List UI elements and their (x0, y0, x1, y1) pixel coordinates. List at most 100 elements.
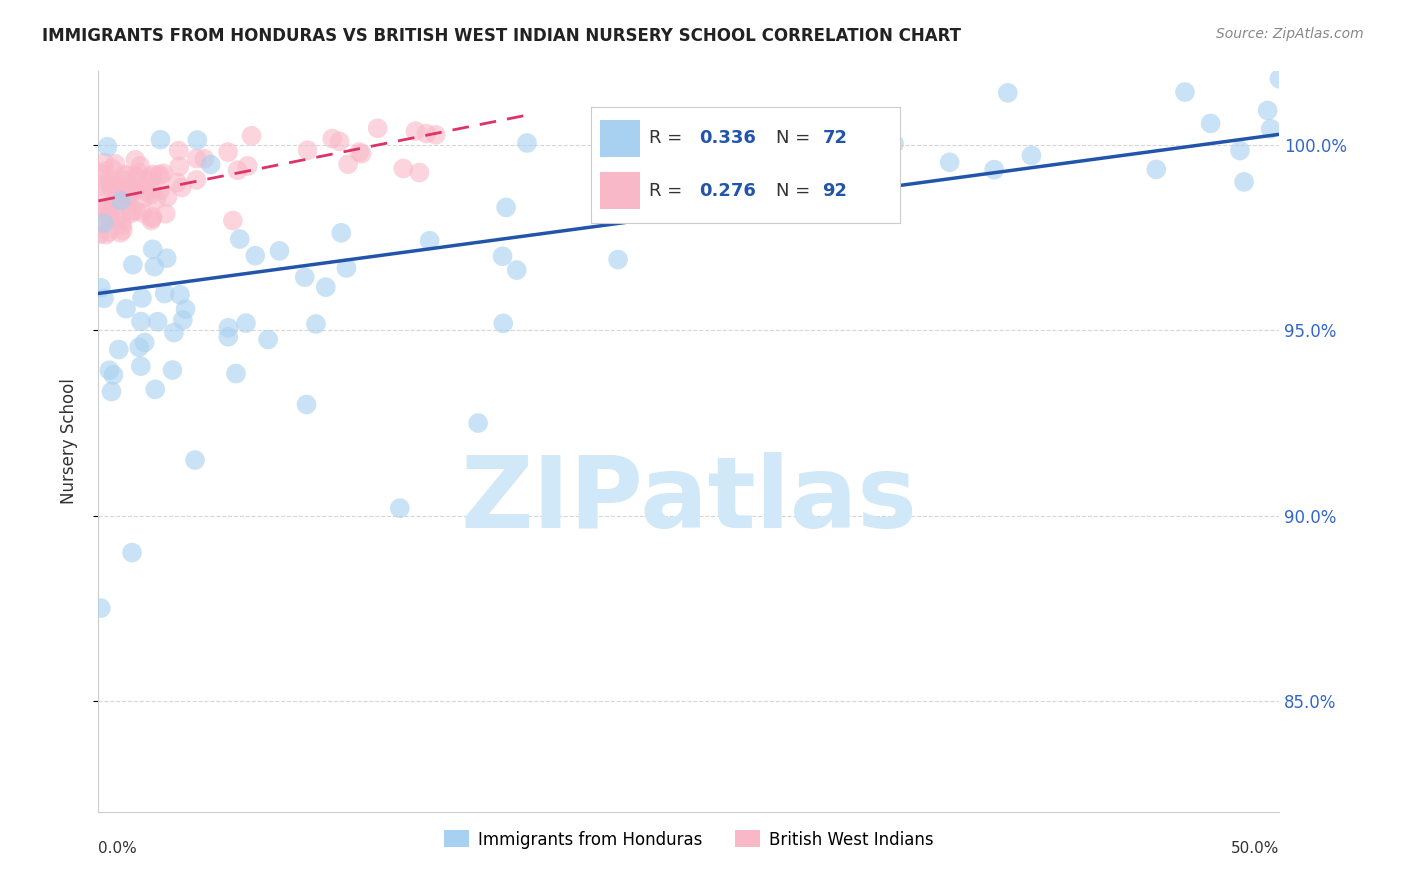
Point (1257, 103, 1279, 118)
Point (226, 163, 249, 178)
Point (235, 316, 257, 330)
Point (155, 207, 177, 221)
Point (172, 313, 194, 327)
Point (134, 184, 156, 198)
Point (118, 190, 141, 204)
Point (139, 169, 162, 184)
Point (112, 168, 135, 182)
Point (104, 157, 127, 171)
Point (124, 153, 146, 167)
Point (98, 205, 121, 219)
Point (112, 186, 135, 201)
Point (217, 330, 239, 344)
Text: R =: R = (650, 182, 689, 200)
Point (257, 333, 280, 347)
Point (738, 197, 761, 211)
Point (127, 170, 149, 185)
Point (89, 227, 111, 242)
Point (148, 168, 170, 182)
Point (112, 182, 135, 196)
Point (408, 165, 430, 179)
Text: 0.0%: 0.0% (98, 841, 138, 856)
Point (110, 226, 132, 240)
Point (101, 178, 124, 193)
Point (467, 416, 489, 430)
Point (938, 155, 960, 169)
Point (90, 281, 112, 295)
Point (174, 302, 197, 317)
Point (141, 183, 163, 197)
Point (1260, 121, 1282, 136)
Point (166, 176, 188, 190)
Point (225, 367, 247, 381)
Point (883, 136, 905, 151)
Text: N =: N = (776, 129, 815, 147)
Point (350, 146, 373, 161)
Point (91, 212, 114, 227)
Point (98, 225, 121, 239)
Point (110, 194, 132, 208)
Point (1233, 175, 1256, 189)
Point (186, 173, 208, 187)
Point (105, 211, 128, 225)
Point (167, 144, 190, 158)
Point (491, 249, 513, 263)
Point (222, 213, 245, 227)
Point (1199, 116, 1222, 130)
Point (105, 193, 128, 207)
Point (170, 180, 193, 194)
Point (149, 133, 172, 147)
Point (107, 184, 129, 198)
Point (492, 317, 515, 331)
Text: 0.276: 0.276 (699, 182, 755, 200)
Point (89, 186, 111, 200)
Point (305, 317, 328, 331)
Y-axis label: Nursery School: Nursery School (59, 378, 77, 505)
Text: R =: R = (650, 129, 689, 147)
Point (122, 181, 145, 195)
Point (297, 143, 319, 157)
Point (93, 292, 115, 306)
Point (152, 166, 174, 180)
Point (156, 251, 179, 265)
Point (149, 184, 172, 198)
Point (832, 147, 855, 161)
Text: N =: N = (776, 182, 815, 200)
Point (93, 155, 115, 169)
Point (156, 190, 179, 204)
Point (997, 86, 1019, 100)
Point (347, 145, 370, 159)
Point (96, 139, 118, 153)
Point (1268, 71, 1291, 86)
Point (184, 453, 207, 467)
Point (142, 210, 165, 224)
Point (295, 398, 318, 412)
Point (143, 382, 166, 396)
Point (98, 171, 121, 186)
Point (330, 226, 353, 240)
Point (162, 363, 184, 377)
Point (101, 161, 124, 176)
Point (367, 121, 389, 136)
Point (200, 157, 222, 171)
Point (506, 263, 529, 277)
Point (89, 201, 111, 215)
Point (121, 546, 143, 560)
Point (153, 286, 176, 301)
Legend: Immigrants from Honduras, British West Indians: Immigrants from Honduras, British West I… (437, 823, 941, 855)
Point (111, 223, 134, 237)
Text: 92: 92 (823, 182, 848, 200)
Bar (600, 120, 640, 157)
Text: 0.336: 0.336 (699, 129, 755, 147)
Point (294, 270, 316, 285)
Point (1021, 148, 1043, 162)
Point (122, 184, 145, 198)
Point (128, 166, 150, 180)
Point (120, 183, 142, 197)
Point (315, 280, 337, 294)
Text: Source: ZipAtlas.com: Source: ZipAtlas.com (1216, 27, 1364, 41)
Point (93, 216, 115, 230)
Point (136, 174, 159, 188)
Point (236, 159, 259, 173)
Bar (600, 172, 640, 209)
